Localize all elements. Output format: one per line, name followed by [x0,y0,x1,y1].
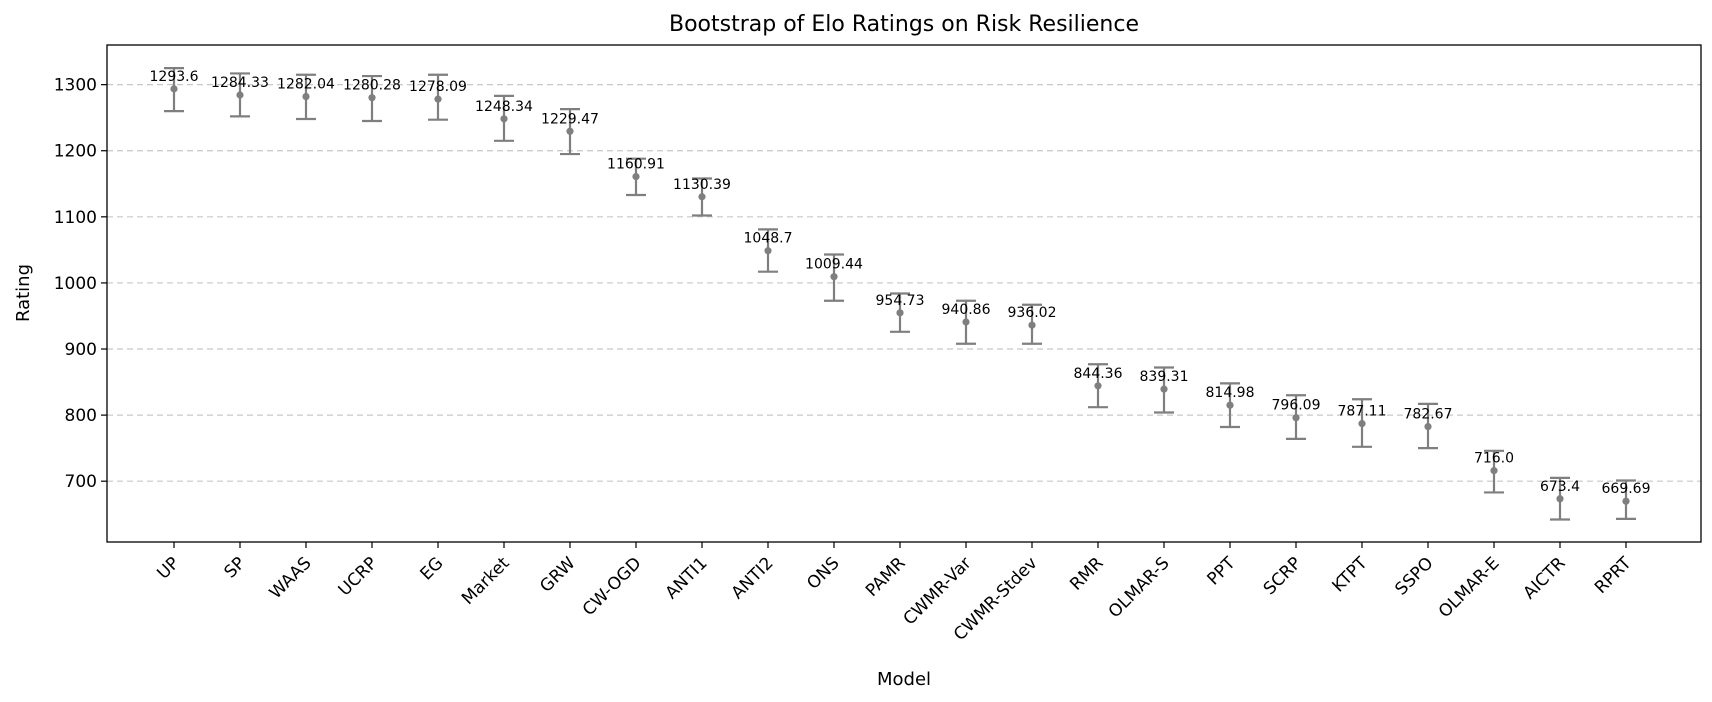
data-label: 1282.04 [277,77,335,93]
x-tick-label: Market [458,553,514,609]
data-label: 839.31 [1140,369,1189,385]
data-point [764,247,772,255]
plot-frame [106,44,1702,543]
x-tick-label: RPRT [1591,553,1636,598]
data-label: 787.11 [1338,404,1387,420]
data-label: 1009.44 [805,257,863,273]
data-label: 844.36 [1074,366,1123,382]
y-tick-label: 900 [65,340,97,360]
x-tick-label: RMR [1066,553,1107,594]
data-label: 1130.39 [673,177,731,193]
data-point [1622,497,1630,505]
y-tick-label: 800 [65,406,97,426]
data-label: 716.0 [1474,451,1514,467]
x-tick-label: EG [416,553,447,584]
x-tick-label: PPT [1204,553,1240,589]
data-point [500,115,508,123]
y-tick-label: 1100 [54,208,97,228]
data-point [1556,495,1564,503]
x-tick-label: CW-OGD [579,553,646,620]
data-label: 1293.6 [150,69,199,85]
data-label: 1284.33 [211,75,269,91]
data-label: 1248.34 [475,99,533,115]
x-tick-label: UP [153,553,183,583]
x-tick-label: KTPT [1329,553,1372,596]
data-point [1292,414,1300,422]
x-tick-label: AICTR [1520,553,1570,603]
marks-layer: 1293.6 1284.33 1282.04 1280.28 1278.09 1248.3… [150,67,1651,521]
data-point [302,92,310,101]
data-point [1160,385,1168,393]
data-point [236,91,244,99]
chart-title: Bootstrap of Elo Ratings on Risk Resilie… [669,12,1139,37]
data-point [170,85,178,93]
x-tick-label: ANTI2 [728,553,778,603]
x-tick-label: ANTI1 [662,553,712,603]
data-point [434,95,442,103]
data-label: 954.73 [876,293,925,309]
data-point [1028,321,1036,329]
data-point [962,318,970,326]
x-tick-label: SP [221,553,250,582]
x-tick-label: PAMR [862,553,910,601]
data-point [1358,420,1366,428]
x-tick-label: SSPO [1391,553,1437,599]
y-tick-label: 700 [65,472,97,492]
grid-layer [107,84,1701,482]
data-point [368,94,376,102]
x-tick-label: WAAS [266,553,316,603]
data-point [896,309,904,317]
x-tick-label: OLMAR-S [1105,553,1174,622]
data-label: 796.09 [1272,398,1321,414]
data-label: 669.69 [1602,481,1651,497]
data-point [830,273,838,281]
x-tick-label: OLMAR-E [1435,553,1504,622]
data-point [698,193,706,201]
y-axis-label: Rating [13,264,34,322]
data-point [632,172,640,181]
x-tick-label: SCRP [1260,553,1306,599]
x-axis: UP SP WAAS UCRP EG Market GRW CW-OGD ANTI1 ANTI2 O… [153,542,1636,645]
x-tick-label: GRW [536,553,579,596]
data-label: 782.67 [1404,407,1453,423]
y-axis: 700 800 900 1000 1100 1200 1300 [54,76,107,492]
data-label: 1048.7 [744,231,793,247]
data-point [1094,382,1102,390]
data-label: 1280.28 [343,78,401,94]
x-tick-label: ONS [803,553,843,593]
data-label: 1229.47 [541,111,599,127]
data-label: 673.4 [1540,479,1580,495]
data-label: 814.98 [1206,385,1255,401]
data-point [1424,422,1432,431]
x-tick-label: UCRP [335,553,382,600]
data-label: 1160.91 [607,157,665,173]
y-tick-label: 1200 [54,142,97,162]
data-label: 936.02 [1008,305,1057,321]
x-axis-label: Model [877,669,931,690]
data-label: 940.86 [942,302,991,318]
data-point [1490,467,1498,475]
y-tick-label: 1000 [54,274,97,294]
data-point [566,127,574,135]
y-tick-label: 1300 [54,76,97,96]
data-point [1226,401,1234,409]
data-label: 1278.09 [409,79,467,95]
